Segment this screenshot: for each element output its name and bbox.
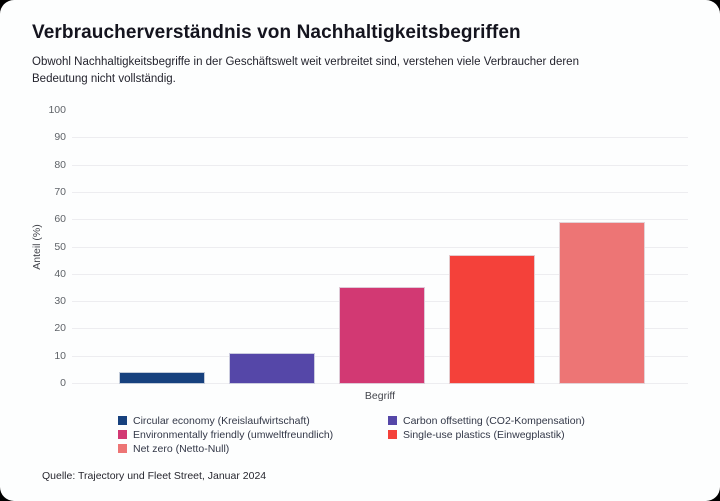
y-axis-label: Anteil (%) — [31, 224, 43, 270]
y-axis-tick: 70 — [54, 185, 66, 198]
legend-label: Circular economy (Kreislaufwirtschaft) — [133, 414, 310, 427]
legend-item: Circular economy (Kreislaufwirtschaft) — [118, 414, 388, 427]
gridline — [72, 137, 688, 139]
y-axis-tick: 10 — [54, 349, 66, 362]
legend-swatch-icon — [118, 416, 127, 425]
gridline — [72, 164, 688, 166]
legend-item: Environmentally friendly (umweltfreundli… — [118, 428, 388, 441]
legend-label: Environmentally friendly (umweltfreundli… — [133, 428, 334, 441]
legend-swatch-icon — [388, 416, 397, 425]
y-axis-tick: 20 — [54, 322, 66, 335]
legend-swatch-icon — [388, 430, 397, 439]
y-axis-tick: 100 — [48, 104, 66, 116]
legend-item: Carbon offsetting (CO2-Kompensation) — [388, 414, 585, 427]
y-axis-tick: 80 — [54, 158, 66, 171]
bar-1 — [119, 372, 205, 384]
y-axis-tick: 30 — [54, 295, 66, 308]
y-axis-tick: 40 — [54, 267, 66, 280]
legend-item: Single-use plastics (Einwegplastik) — [388, 428, 585, 441]
gridline — [72, 273, 688, 275]
gridline — [72, 191, 688, 193]
legend-item: Net zero (Netto-Null) — [118, 442, 388, 455]
y-axis-tick: 0 — [60, 377, 66, 389]
y-axis-tick: 50 — [54, 240, 66, 253]
y-axis-tick: 90 — [54, 131, 66, 144]
chart-subtitle: Obwohl Nachhaltigkeitsbegriffe in der Ge… — [32, 56, 579, 85]
x-axis-label: Begriff — [364, 390, 396, 402]
legend-swatch-icon — [118, 444, 127, 453]
bar-3 — [339, 287, 425, 384]
legend-swatch-icon — [118, 430, 127, 439]
page-title: Verbraucherverständnis von Nachhaltigkei… — [32, 22, 521, 43]
bar-4 — [449, 254, 535, 384]
gridline — [72, 219, 688, 221]
gridline — [72, 246, 688, 248]
source-note: Quelle: Trajectory und Fleet Street, Jan… — [42, 470, 267, 482]
bar-5 — [559, 221, 645, 384]
legend: Circular economy (Kreislaufwirtschaft) Ca… — [118, 414, 585, 455]
bar-2 — [229, 352, 315, 384]
y-axis-tick: 60 — [54, 213, 66, 226]
legend-label: Net zero (Netto-Null) — [133, 442, 230, 455]
legend-label: Single-use plastics (Einwegplastik) — [403, 428, 565, 441]
legend-label: Carbon offsetting (CO2-Kompensation) — [403, 414, 585, 427]
